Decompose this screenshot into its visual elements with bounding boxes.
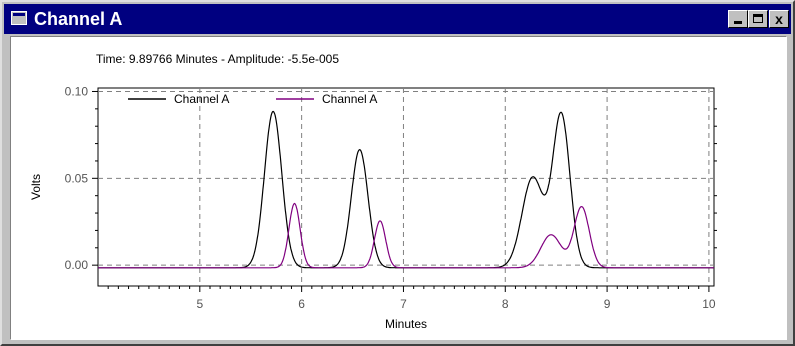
close-button[interactable]: x: [769, 10, 789, 28]
x-tick-label: 8: [502, 297, 509, 311]
maximize-icon: [753, 14, 763, 23]
y-tick-label: 0.05: [65, 171, 89, 185]
x-axis-label: Minutes: [385, 317, 427, 331]
minimize-icon: [734, 21, 742, 24]
x-tick-label: 5: [196, 297, 203, 311]
title-bar[interactable]: Channel A x: [4, 4, 791, 34]
x-tick-label: 9: [604, 297, 611, 311]
x-tick-label: 7: [400, 297, 407, 311]
close-icon: x: [775, 11, 783, 27]
minimize-button[interactable]: [728, 10, 748, 28]
series-line-2: [98, 202, 714, 269]
y-axis-label: Volts: [29, 174, 43, 200]
legend-label-1: Channel A: [174, 92, 229, 106]
x-tick-label: 6: [298, 297, 305, 311]
y-tick-label: 0.00: [65, 258, 89, 272]
plot-area: [97, 87, 715, 287]
legend-label-2: Channel A: [322, 92, 377, 106]
x-tick-label: 10: [702, 297, 716, 311]
window-icon[interactable]: [11, 11, 27, 25]
window-title: Channel A: [34, 9, 123, 29]
y-tick-label: 0.10: [65, 84, 89, 98]
maximize-button[interactable]: [748, 10, 768, 28]
cursor-readout: Time: 9.89766 Minutes - Amplitude: -5.5e…: [96, 52, 340, 66]
